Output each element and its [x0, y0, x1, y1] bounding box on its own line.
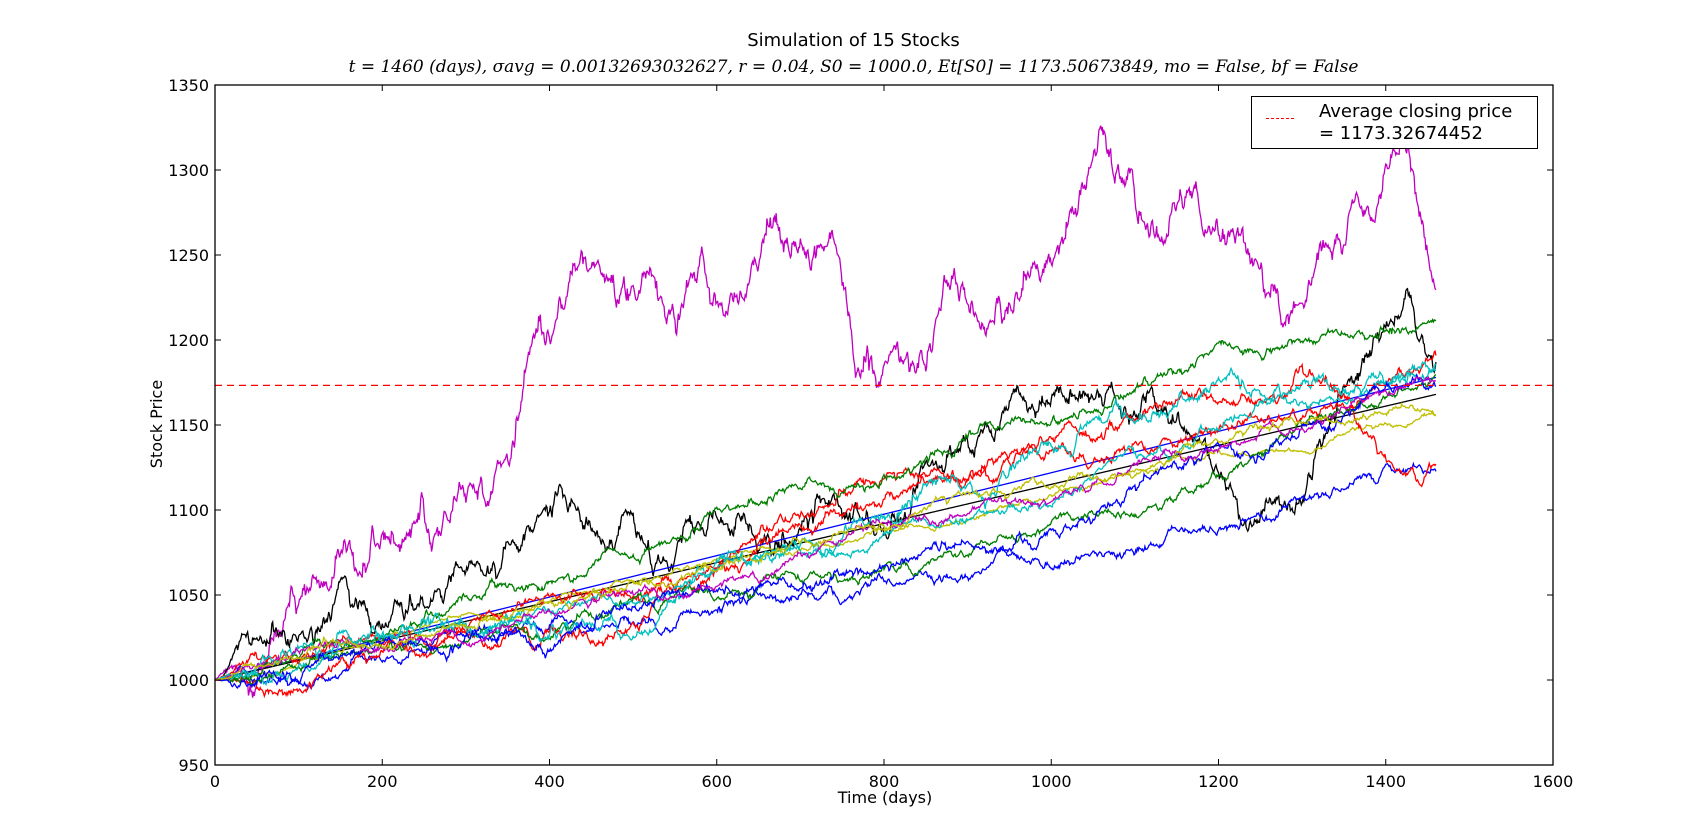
- series-line-11: [214, 363, 1437, 681]
- legend-label-average: Average closing price = 1173.32674452: [1319, 101, 1513, 144]
- series-layer: [214, 125, 1553, 699]
- x-tick-label: 1600: [1533, 772, 1574, 791]
- axes-frame: [214, 84, 1554, 766]
- x-tick-label: 600: [701, 772, 732, 791]
- x-tick-label: 1200: [1198, 772, 1239, 791]
- series-line-1: [214, 125, 1437, 698]
- legend: Average closing price = 1173.32674452: [1251, 96, 1538, 149]
- series-line-8: [214, 349, 1437, 681]
- x-tick-label: 1000: [1031, 772, 1072, 791]
- legend-swatch-average: [1266, 118, 1294, 119]
- y-tick-label: 950: [178, 756, 209, 775]
- y-tick-label: 1000: [168, 671, 209, 690]
- series-line-13: [214, 373, 1437, 689]
- series-line-5: [214, 411, 1437, 681]
- series-line-15: [214, 401, 1437, 681]
- chart-title: Simulation of 15 Stocks: [747, 30, 960, 51]
- y-tick-label: 1150: [168, 416, 209, 435]
- series-line-9: [214, 317, 1437, 684]
- y-tick-label: 1100: [168, 501, 209, 520]
- series-line-6: [214, 461, 1437, 691]
- series-line-12: [214, 360, 1437, 687]
- chart-subtitle: t = 1460 (days), σavg = 0.00132693032627…: [348, 57, 1359, 77]
- x-tick-label: 1400: [1365, 772, 1406, 791]
- series-line-3: [214, 376, 1437, 681]
- y-tick-label: 1300: [168, 161, 209, 180]
- y-tick-label: 1050: [168, 586, 209, 605]
- y-tick-label: 1350: [168, 76, 209, 95]
- x-tick-label: 400: [534, 772, 565, 791]
- series-line-2: [214, 287, 1437, 681]
- y-tick-label: 1200: [168, 331, 209, 350]
- series-line-10: [214, 374, 1437, 687]
- x-tick-label: 200: [367, 772, 398, 791]
- x-axis-label: Time (days): [837, 788, 933, 807]
- axes-box: [214, 84, 1554, 766]
- tick-layer: 0 200 400 600 800 1000 1200 1400 1600 950 1000 1050…: [168, 76, 1573, 791]
- y-axis-label: Stock Price: [147, 380, 166, 468]
- x-tick-label: 800: [869, 772, 900, 791]
- x-tick-label: 0: [210, 772, 220, 791]
- y-tick-label: 1250: [168, 246, 209, 265]
